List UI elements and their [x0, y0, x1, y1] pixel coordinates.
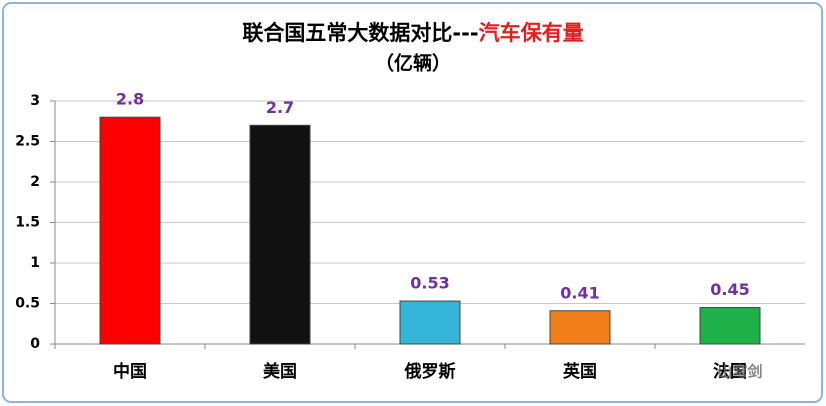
value-label: 2.8	[116, 90, 144, 109]
value-label: 2.7	[266, 98, 294, 117]
bar	[249, 124, 311, 345]
title-highlight: 汽车保有量	[479, 21, 584, 45]
value-label: 0.53	[410, 274, 449, 293]
x-tick-label: 俄罗斯	[404, 361, 456, 382]
y-tick-label: 0.5	[15, 296, 40, 312]
bar	[99, 116, 161, 345]
y-tick-label: 2	[30, 174, 40, 190]
chart-title: 联合国五常大数据对比---汽车保有量	[242, 21, 583, 45]
y-tick-label: 2.5	[15, 134, 40, 150]
title-part: 联合国五常大数据对比---	[242, 21, 478, 45]
value-label: 0.41	[560, 283, 599, 302]
watermark: 山穹剑	[717, 363, 762, 381]
x-tick-label: 法国	[713, 361, 747, 382]
chart-subtitle: （亿辆）	[375, 52, 451, 75]
x-tick-label: 美国	[263, 361, 297, 382]
y-tick-label: 0	[30, 336, 40, 352]
y-tick-label: 1	[30, 255, 40, 271]
bar	[549, 310, 611, 345]
bar	[399, 300, 461, 345]
x-tick-label: 中国	[113, 361, 147, 382]
x-tick-label: 英国	[563, 361, 597, 382]
y-tick-label: 3	[30, 93, 40, 109]
value-label: 0.45	[710, 280, 749, 299]
y-tick-label: 1.5	[15, 215, 40, 231]
bar	[699, 307, 761, 345]
